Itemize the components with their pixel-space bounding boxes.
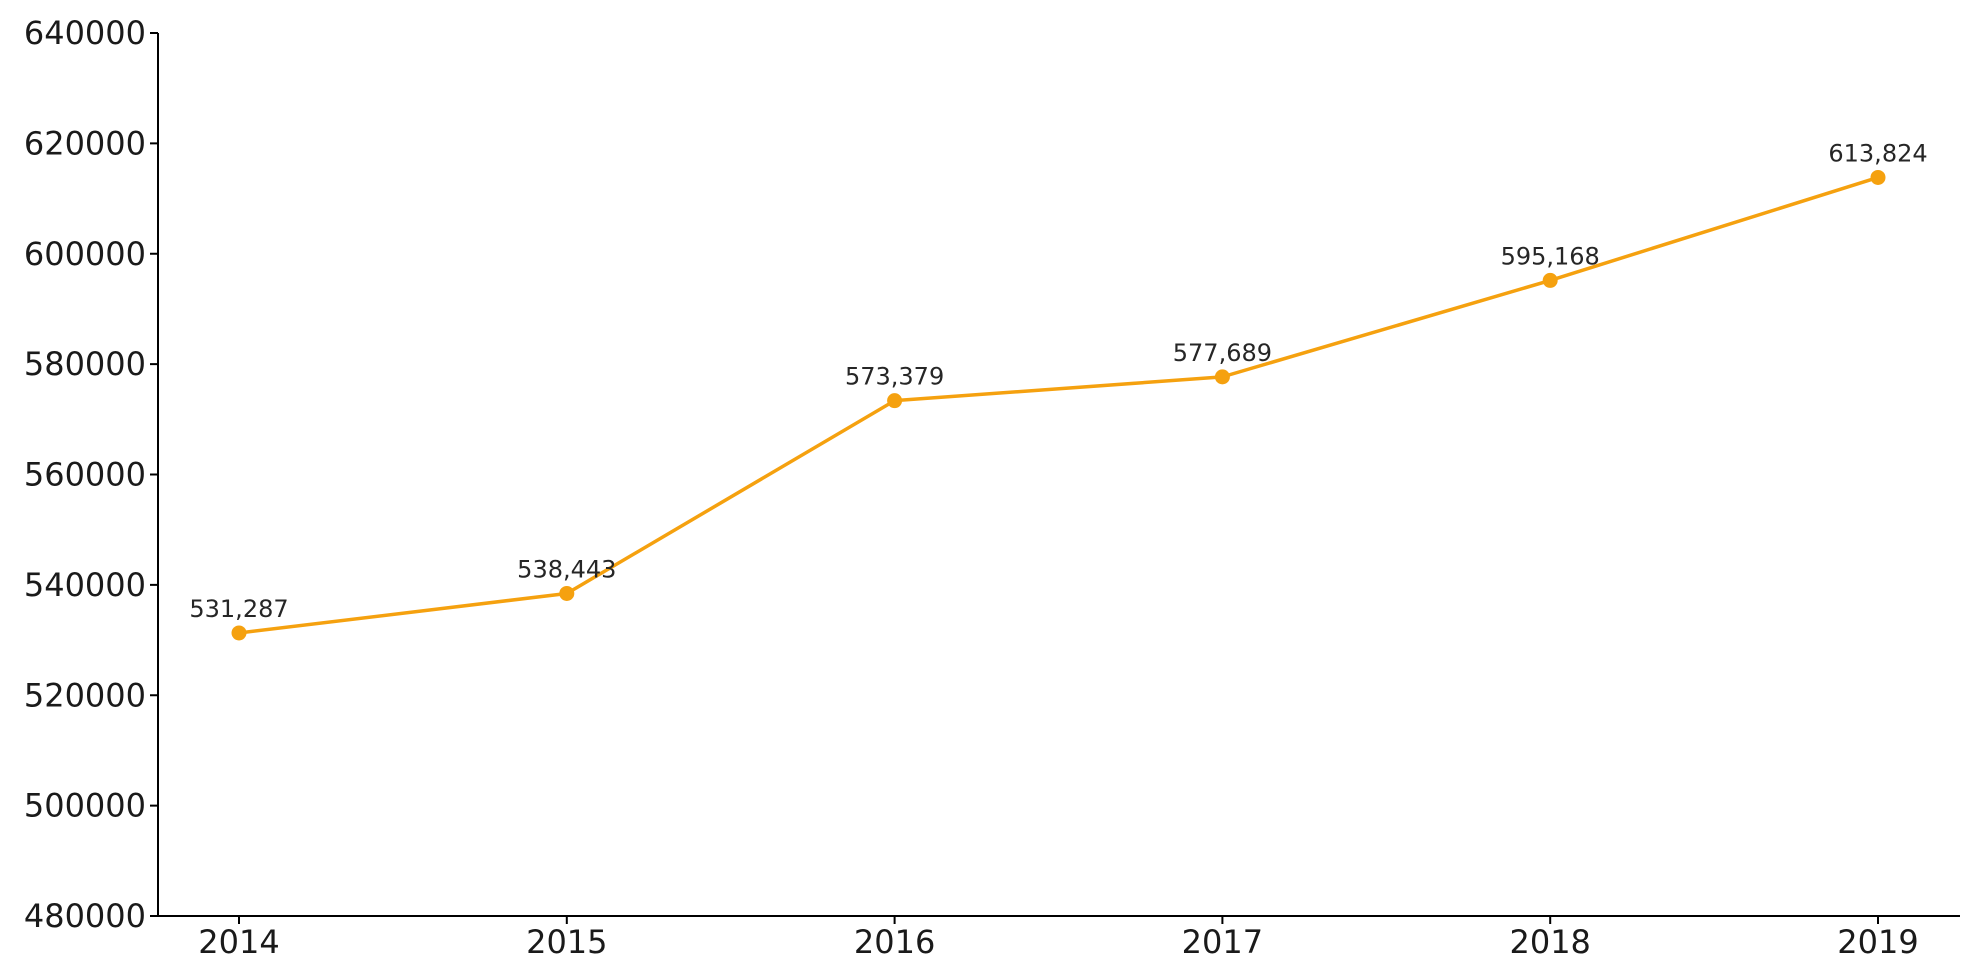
x-axis-ticks: 2014 2015 2016 2017 2018 2019 <box>198 916 1919 961</box>
y-axis-ticks: 480000 500000 520000 540000 560000 580000 6000… <box>24 14 158 935</box>
data-point-marker <box>1542 272 1558 288</box>
data-labels-layer: 531,287 538,443 573,379 577,689 595,168 613,8… <box>189 139 1927 623</box>
x-tick-label: 2015 <box>526 923 607 961</box>
y-tick-label: 500000 <box>24 787 146 825</box>
y-tick-label: 580000 <box>24 345 146 383</box>
y-tick-label: 520000 <box>24 676 146 714</box>
y-tick-label: 560000 <box>24 456 146 494</box>
data-point-marker <box>559 585 575 601</box>
data-point-marker <box>887 393 903 409</box>
x-tick-label: 2016 <box>854 923 935 961</box>
y-tick-label: 600000 <box>24 235 146 273</box>
data-point-marker <box>1870 169 1886 185</box>
data-point-label: 577,689 <box>1173 339 1272 367</box>
x-tick-label: 2017 <box>1182 923 1263 961</box>
series-layer <box>231 169 1886 641</box>
data-point-label: 531,287 <box>189 595 288 623</box>
y-tick-label: 640000 <box>24 14 146 52</box>
y-tick-label: 480000 <box>24 897 146 935</box>
data-point-marker <box>231 625 247 641</box>
data-point-label: 595,168 <box>1501 242 1600 270</box>
data-point-label: 573,379 <box>845 363 944 391</box>
data-point-label: 538,443 <box>517 555 616 583</box>
x-tick-label: 2018 <box>1509 923 1590 961</box>
data-point-marker <box>1214 369 1230 385</box>
y-tick-label: 540000 <box>24 566 146 604</box>
y-tick-label: 620000 <box>24 124 146 162</box>
x-tick-label: 2019 <box>1837 923 1918 961</box>
series-line <box>237 175 1880 635</box>
data-point-label: 613,824 <box>1828 139 1927 167</box>
x-tick-label: 2014 <box>198 923 279 961</box>
